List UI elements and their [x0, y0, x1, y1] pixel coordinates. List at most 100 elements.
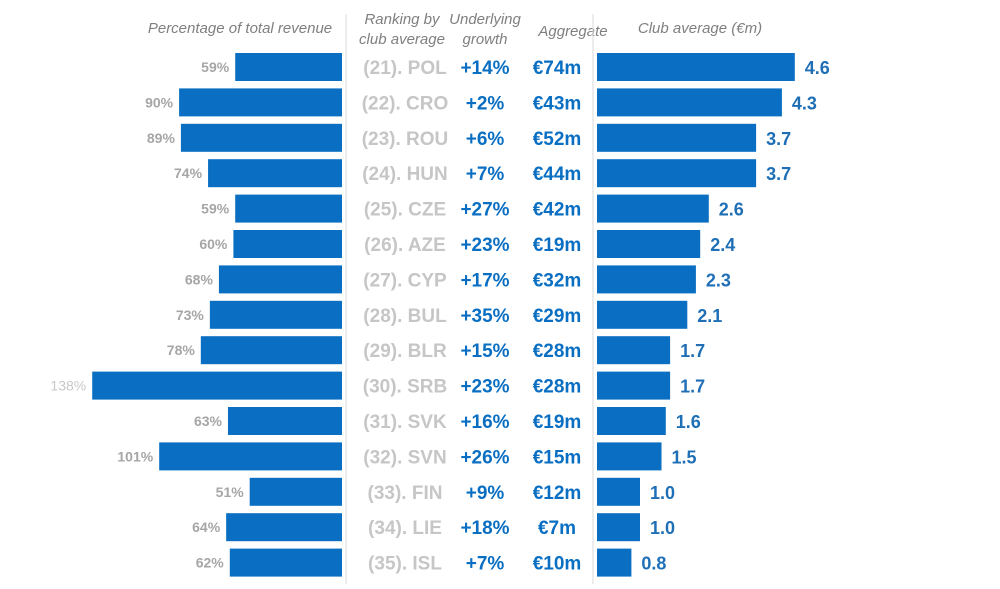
aggregate-label: €10m	[533, 554, 582, 575]
pct-label: 51%	[216, 484, 245, 500]
club-average-bar	[597, 230, 701, 258]
aggregate-label: €15m	[533, 447, 582, 468]
growth-label: +2%	[466, 93, 505, 114]
pct-bar	[209, 300, 342, 329]
rank-label: (34). LIE	[368, 518, 442, 539]
club-average-bar	[597, 53, 795, 81]
club-average-bar	[597, 300, 688, 329]
club-average-label: 0.8	[641, 554, 666, 574]
club-average-label: 1.6	[676, 412, 701, 432]
pct-label: 101%	[117, 448, 153, 464]
club-average-bar	[597, 123, 757, 152]
growth-label: +6%	[466, 129, 505, 150]
aggregate-label: €74m	[533, 58, 582, 79]
aggregate-label: €29m	[533, 306, 582, 327]
club-average-label: 1.0	[650, 483, 675, 503]
header-ranking-line2: club average	[359, 31, 445, 48]
club-average-bar	[597, 477, 640, 506]
aggregate-label: €28m	[533, 341, 582, 362]
header-club-average: Club average (€m)	[638, 20, 762, 37]
header-growth-line2: growth	[462, 31, 507, 48]
growth-label: +27%	[460, 200, 509, 221]
pct-label: 90%	[145, 94, 174, 110]
header-growth-line1: Underlying	[449, 11, 521, 28]
aggregate-label: €7m	[538, 518, 576, 539]
growth-label: +23%	[460, 235, 509, 256]
club-average-label: 1.7	[680, 377, 705, 397]
aggregate-label: €52m	[533, 129, 582, 150]
growth-label: +7%	[466, 554, 505, 575]
growth-label: +26%	[460, 447, 509, 468]
aggregate-label: €12m	[533, 483, 582, 504]
aggregate-label: €43m	[533, 93, 582, 114]
club-average-bar	[597, 336, 671, 365]
pct-bar	[218, 265, 342, 294]
club-average-label: 3.7	[766, 164, 791, 184]
pct-label: 138%	[50, 378, 86, 394]
club-average-bar	[597, 194, 709, 223]
club-average-label: 2.6	[719, 200, 744, 220]
rank-label: (21). POL	[363, 58, 447, 79]
club-average-bar	[597, 513, 640, 542]
growth-label: +23%	[460, 377, 509, 398]
pct-label: 63%	[194, 413, 223, 429]
pct-bar	[229, 548, 342, 577]
rank-label: (35). ISL	[368, 554, 442, 575]
club-average-bar	[597, 159, 757, 188]
growth-label: +14%	[460, 58, 509, 79]
pct-bar	[200, 336, 342, 365]
club-average-label: 1.7	[680, 341, 705, 361]
pct-bar	[179, 88, 342, 117]
pct-bar	[233, 230, 342, 258]
club-average-bar	[597, 371, 671, 400]
pct-label: 59%	[201, 59, 230, 75]
aggregate-label: €32m	[533, 270, 582, 291]
pct-bar	[235, 53, 342, 81]
club-average-bar	[597, 88, 782, 117]
club-average-label: 1.0	[650, 518, 675, 538]
rank-label: (28). BUL	[363, 306, 447, 327]
pct-label: 74%	[174, 165, 203, 181]
club-average-label: 2.3	[706, 270, 731, 290]
pct-bar	[208, 159, 342, 188]
pct-bar	[180, 123, 342, 152]
rank-label: (23). ROU	[362, 129, 449, 150]
pct-label: 73%	[176, 307, 205, 323]
club-average-bar	[597, 442, 662, 471]
header-aggregate: Aggregate	[537, 23, 607, 40]
pct-label: 68%	[185, 271, 214, 287]
rank-label: (25). CZE	[364, 200, 446, 221]
rank-label: (22). CRO	[362, 93, 449, 114]
pct-bar	[92, 371, 342, 400]
rank-label: (31). SVK	[363, 412, 447, 433]
growth-label: +7%	[466, 164, 505, 185]
club-average-label: 1.5	[672, 447, 697, 467]
rank-label: (30). SRB	[363, 377, 447, 398]
growth-label: +35%	[460, 306, 509, 327]
rank-label: (32). SVN	[363, 447, 446, 468]
club-average-label: 2.4	[710, 235, 735, 255]
aggregate-label: €19m	[533, 412, 582, 433]
club-average-label: 2.1	[697, 306, 722, 326]
pct-bar	[226, 513, 342, 542]
aggregate-label: €28m	[533, 377, 582, 398]
rank-label: (26). AZE	[364, 235, 446, 256]
chart-rows: 59% (21). POL +14% €74m 4.6 90% (22). CRO +2% €4…	[50, 53, 830, 577]
rank-label: (27). CYP	[363, 270, 447, 291]
pct-label: 62%	[196, 555, 225, 571]
club-average-bar	[597, 548, 632, 577]
rank-label: (33). FIN	[368, 483, 443, 504]
pct-bar	[159, 442, 342, 471]
rank-label: (29). BLR	[363, 341, 447, 362]
rank-label: (24). HUN	[362, 164, 448, 185]
pct-bar	[235, 194, 342, 223]
pct-label: 59%	[201, 201, 230, 217]
club-average-label: 4.3	[792, 93, 817, 113]
pct-label: 78%	[167, 342, 196, 358]
growth-label: +18%	[460, 518, 509, 539]
growth-label: +16%	[460, 412, 509, 433]
club-average-label: 3.7	[766, 129, 791, 149]
growth-label: +9%	[466, 483, 505, 504]
aggregate-label: €42m	[533, 200, 582, 221]
